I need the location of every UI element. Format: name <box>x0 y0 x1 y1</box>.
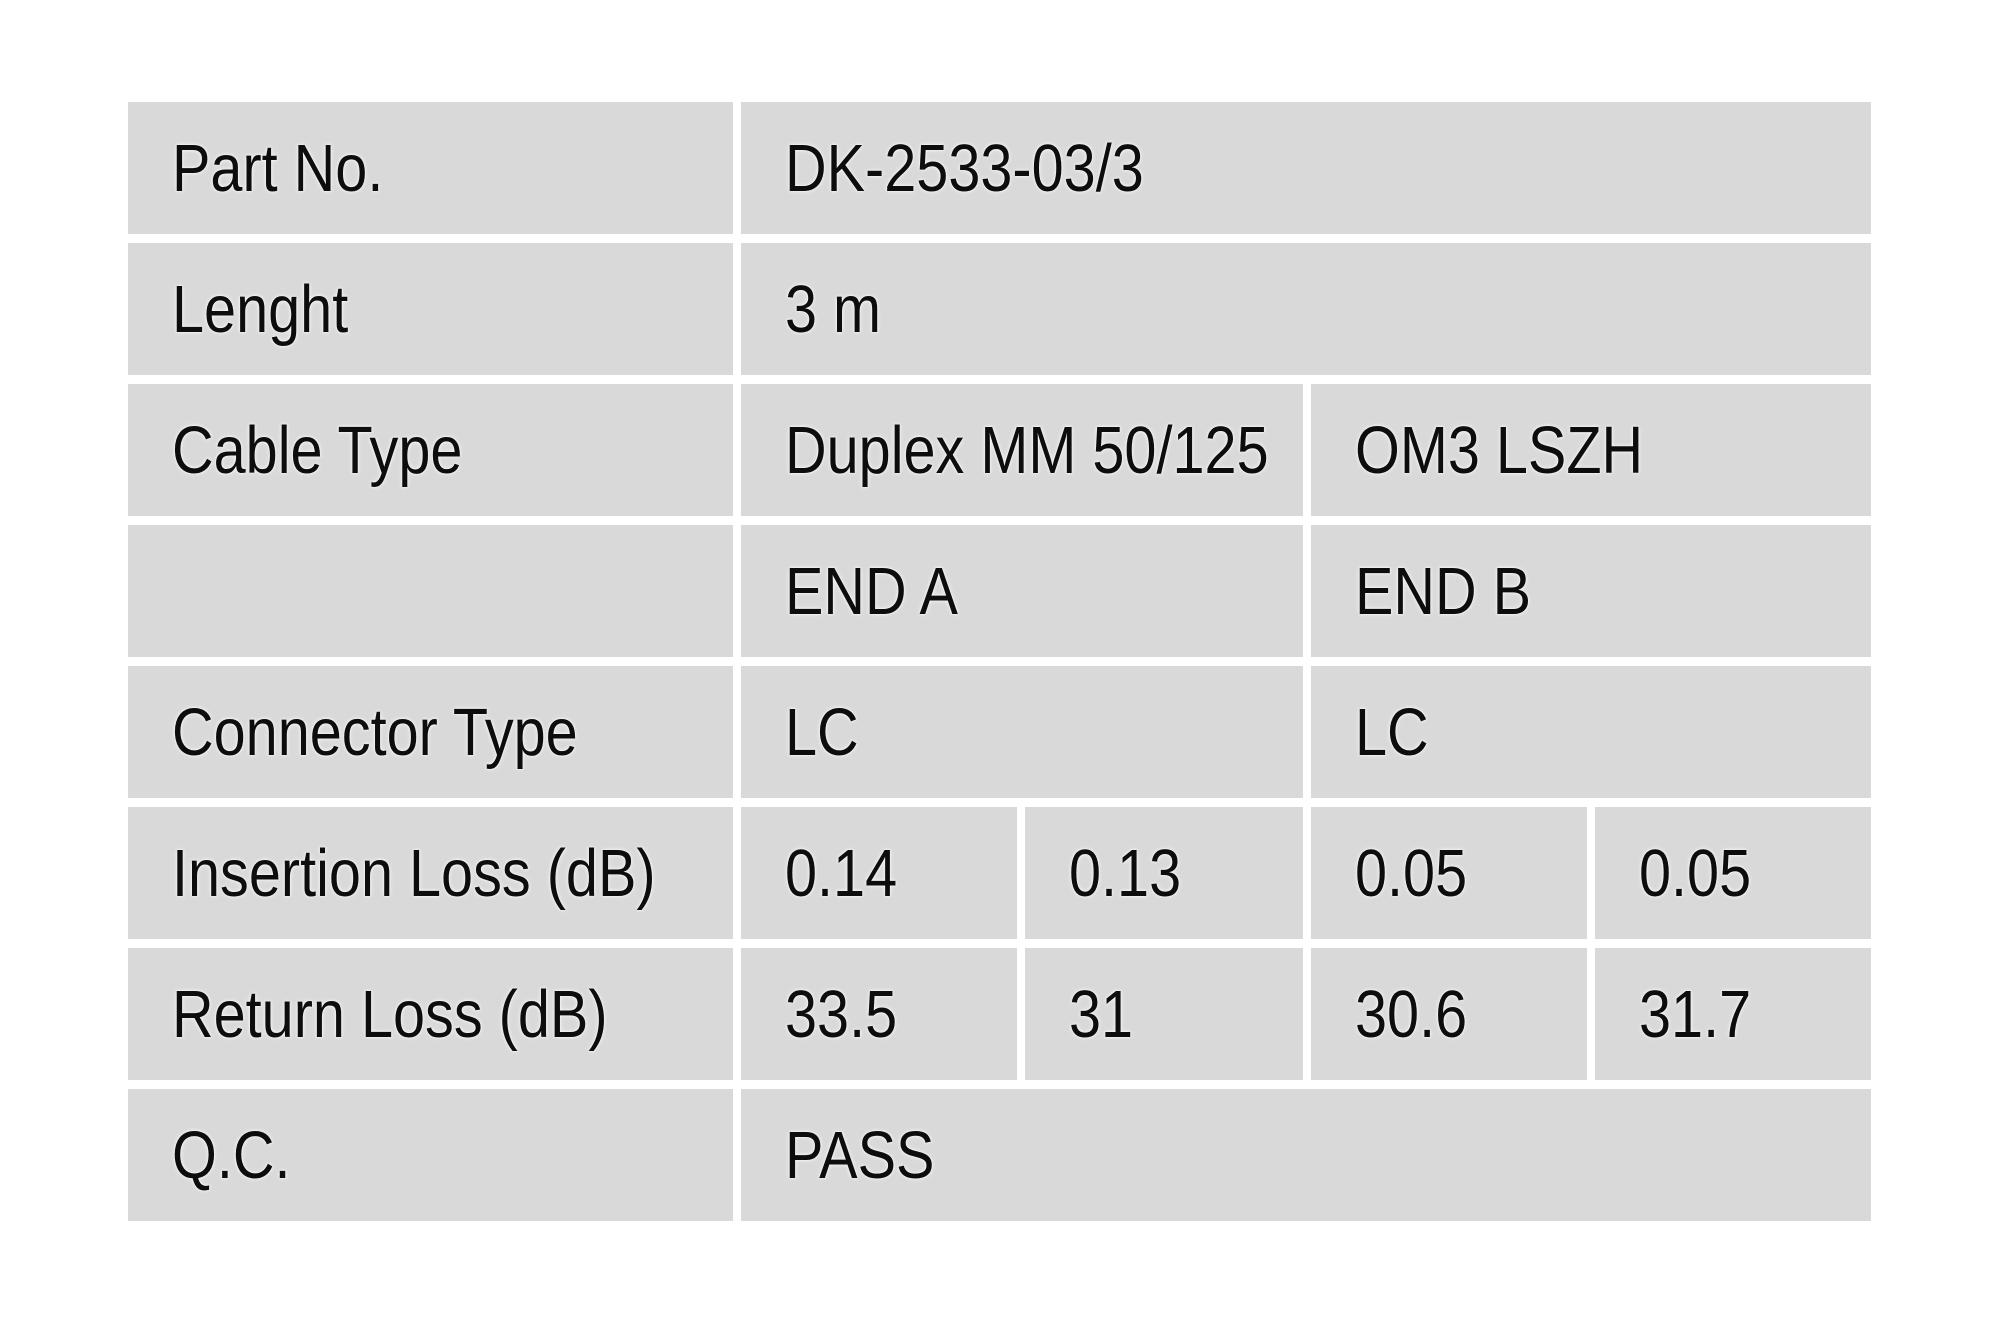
insertion-loss-label: Insertion Loss (dB) <box>172 835 656 911</box>
length-value-cell: 3 m <box>741 243 1871 375</box>
end-b-header: END B <box>1355 553 1532 629</box>
qc-label: Q.C. <box>172 1117 291 1193</box>
qc-value-cell: PASS <box>741 1089 1871 1221</box>
cable-type-label: Cable Type <box>172 412 463 488</box>
return-loss-end-a1-cell: 33.5 <box>741 948 1017 1080</box>
spec-table: Part No. DK-2533-03/3 Lenght 3 m Cable T… <box>128 102 1871 1221</box>
connector-type-end-a-value: LC <box>785 694 859 770</box>
length-label: Lenght <box>172 271 349 347</box>
end-a-header: END A <box>785 553 958 629</box>
qc-value: PASS <box>785 1117 935 1193</box>
return-loss-end-a2-cell: 31 <box>1025 948 1303 1080</box>
return-loss-end-a1-value: 33.5 <box>785 976 898 1052</box>
insertion-loss-end-a2-cell: 0.13 <box>1025 807 1303 939</box>
part-no-value: DK-2533-03/3 <box>785 130 1144 206</box>
insertion-loss-label-cell: Insertion Loss (dB) <box>128 807 733 939</box>
part-no-label: Part No. <box>172 130 384 206</box>
insertion-loss-end-a1-cell: 0.14 <box>741 807 1017 939</box>
ends-header-empty-cell <box>128 525 733 657</box>
return-loss-end-b1-cell: 30.6 <box>1311 948 1587 1080</box>
return-loss-end-a2-value: 31 <box>1069 976 1134 1052</box>
cable-type-end-b-value: OM3 LSZH <box>1355 412 1644 488</box>
return-loss-label-cell: Return Loss (dB) <box>128 948 733 1080</box>
cable-type-label-cell: Cable Type <box>128 384 733 516</box>
connector-type-end-b-cell: LC <box>1311 666 1871 798</box>
return-loss-end-b2-cell: 31.7 <box>1595 948 1871 1080</box>
insertion-loss-end-b2-cell: 0.05 <box>1595 807 1871 939</box>
connector-type-end-b-value: LC <box>1355 694 1429 770</box>
return-loss-end-b2-value: 31.7 <box>1639 976 1752 1052</box>
cable-type-end-b-cell: OM3 LSZH <box>1311 384 1871 516</box>
insertion-loss-end-a1-value: 0.14 <box>785 835 898 911</box>
qc-label-cell: Q.C. <box>128 1089 733 1221</box>
part-no-label-cell: Part No. <box>128 102 733 234</box>
end-a-header-cell: END A <box>741 525 1303 657</box>
connector-type-label: Connector Type <box>172 694 578 770</box>
insertion-loss-end-b1-cell: 0.05 <box>1311 807 1587 939</box>
return-loss-label: Return Loss (dB) <box>172 976 608 1052</box>
part-no-value-cell: DK-2533-03/3 <box>741 102 1871 234</box>
connector-type-end-a-cell: LC <box>741 666 1303 798</box>
length-label-cell: Lenght <box>128 243 733 375</box>
insertion-loss-end-b2-value: 0.05 <box>1639 835 1752 911</box>
insertion-loss-end-b1-value: 0.05 <box>1355 835 1468 911</box>
cable-type-end-a-cell: Duplex MM 50/125 <box>741 384 1303 516</box>
cable-type-end-a-value: Duplex MM 50/125 <box>785 412 1269 488</box>
return-loss-end-b1-value: 30.6 <box>1355 976 1468 1052</box>
connector-type-label-cell: Connector Type <box>128 666 733 798</box>
end-b-header-cell: END B <box>1311 525 1871 657</box>
length-value: 3 m <box>785 271 882 347</box>
insertion-loss-end-a2-value: 0.13 <box>1069 835 1182 911</box>
